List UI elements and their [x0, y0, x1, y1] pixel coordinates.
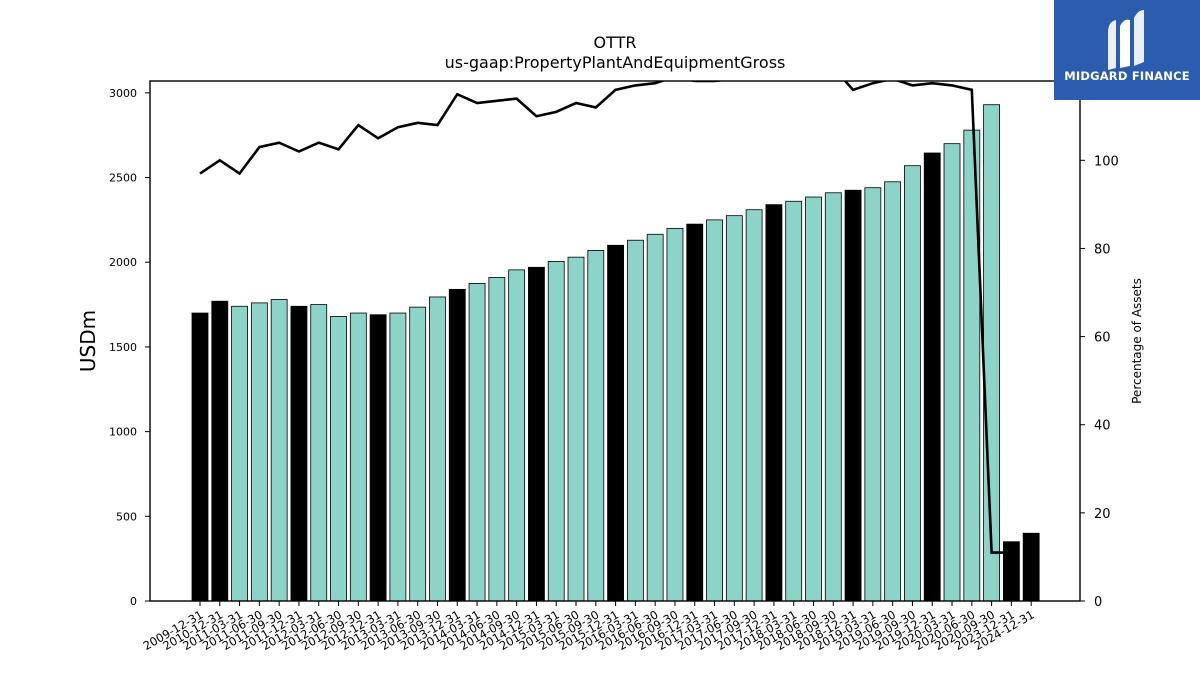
chart-title: OTTR	[594, 33, 637, 52]
y-tick-label: 2500	[109, 172, 137, 185]
bar	[587, 249, 605, 602]
bar	[369, 314, 387, 602]
bar	[745, 209, 763, 602]
bar	[409, 306, 427, 602]
bar	[508, 269, 526, 602]
y2-tick-label: 60	[1094, 331, 1111, 346]
bar	[943, 143, 961, 602]
y2-tick-label: 20	[1094, 507, 1111, 522]
bar	[1022, 532, 1040, 602]
bar	[706, 219, 723, 602]
bar	[250, 302, 268, 602]
brand-logo-icon	[1108, 10, 1144, 70]
axes-layer: 0500100015002000250030000204060801002009…	[109, 80, 1119, 653]
chart-subtitle: us-gaap:PropertyPlantAndEquipmentGross	[445, 53, 786, 72]
line-layer	[199, 81, 1012, 554]
y-tick-label: 0	[130, 595, 137, 608]
bar	[528, 266, 545, 602]
y2-tick-label: 100	[1094, 154, 1119, 169]
y2-axis-label: Percentage of Assets	[1130, 278, 1144, 404]
bar	[923, 152, 941, 602]
bar	[785, 200, 803, 602]
bar	[666, 227, 684, 602]
plot-frame	[149, 80, 1081, 602]
y2-tick-label: 40	[1094, 419, 1111, 434]
bar	[191, 312, 209, 602]
bar	[824, 192, 842, 602]
bar	[488, 277, 506, 602]
bar	[310, 304, 328, 602]
y-tick-label: 1500	[109, 341, 137, 354]
bar	[725, 215, 743, 602]
bar	[389, 312, 407, 602]
y-tick-label: 1000	[109, 426, 137, 439]
bar	[805, 196, 822, 602]
bar	[844, 189, 862, 602]
bar	[290, 305, 308, 602]
y-tick-label: 3000	[109, 87, 137, 100]
bar	[626, 239, 644, 602]
bar	[468, 283, 486, 602]
bar	[211, 300, 229, 602]
y-tick-label: 2000	[109, 256, 137, 269]
bar	[904, 165, 921, 602]
bar	[864, 187, 882, 602]
bar	[270, 299, 288, 602]
y-axis-label: USDm	[76, 310, 100, 372]
brand-logo-text: MIDGARD FINANCE	[1064, 69, 1190, 83]
bar	[686, 223, 704, 602]
bar	[231, 305, 248, 602]
bar	[547, 260, 565, 602]
bar	[646, 233, 664, 602]
series-line	[199, 81, 1012, 554]
bar	[448, 288, 466, 602]
bar	[330, 316, 347, 602]
bar	[567, 256, 585, 602]
y2-tick-label: 80	[1094, 242, 1111, 257]
bar	[884, 181, 902, 602]
y2-tick-label: 0	[1094, 595, 1102, 610]
bar	[349, 312, 367, 602]
bar	[607, 244, 624, 602]
bar	[1002, 541, 1020, 602]
y-tick-label: 500	[116, 510, 137, 523]
bars-layer	[191, 104, 1040, 602]
bar	[765, 204, 783, 602]
bar	[429, 296, 446, 602]
